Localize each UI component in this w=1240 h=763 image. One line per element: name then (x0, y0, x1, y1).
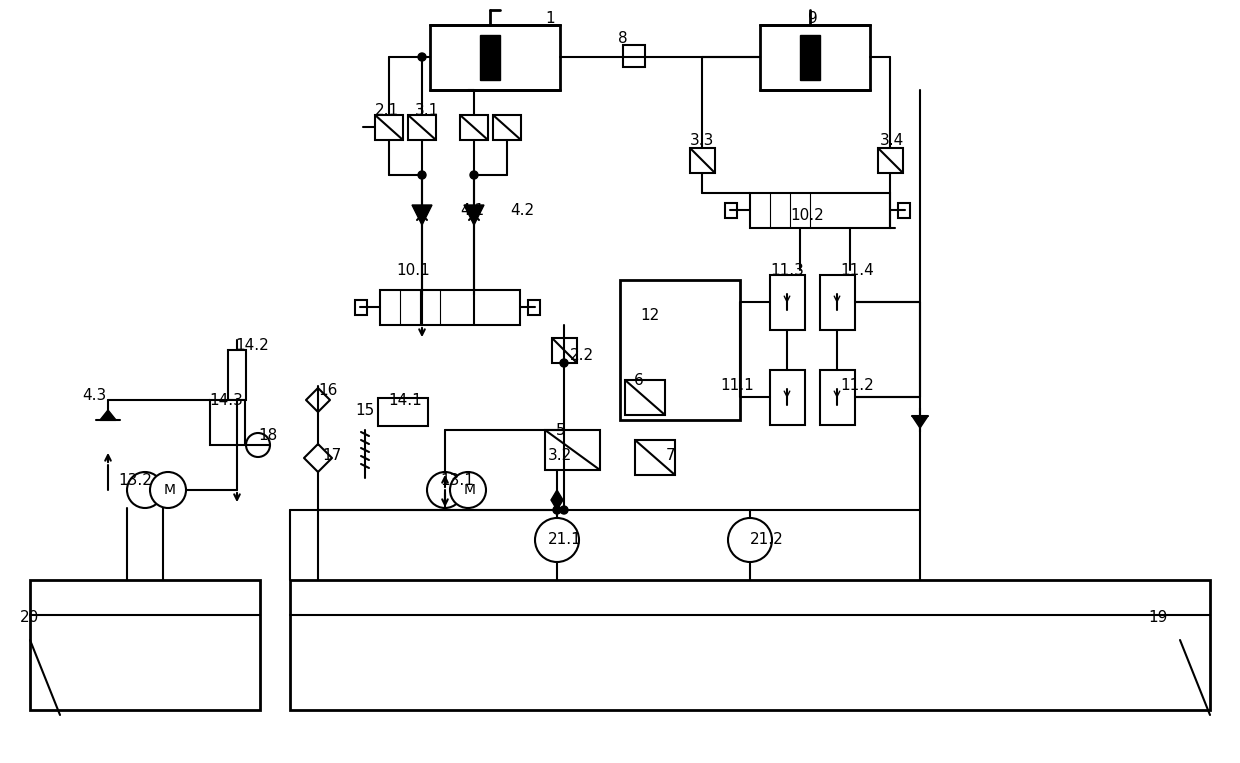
Bar (430, 25, 560, 90)
Text: 4.3: 4.3 (82, 388, 107, 403)
Text: 4.2: 4.2 (510, 202, 534, 217)
Text: 7: 7 (666, 448, 676, 462)
Circle shape (418, 53, 427, 61)
Text: 4.1: 4.1 (460, 202, 484, 217)
Circle shape (728, 518, 773, 562)
Text: M: M (164, 483, 176, 497)
Circle shape (534, 518, 579, 562)
Bar (30, 580, 260, 710)
Text: 14.1: 14.1 (388, 392, 422, 407)
Text: 15: 15 (355, 403, 374, 417)
Bar (552, 338, 577, 363)
Circle shape (470, 171, 477, 179)
Bar (210, 400, 246, 445)
Circle shape (560, 359, 568, 367)
Text: 19: 19 (1148, 610, 1167, 626)
Bar (820, 275, 856, 330)
Bar (290, 580, 1210, 710)
Bar (750, 193, 890, 228)
Bar (625, 380, 665, 415)
Bar (379, 290, 520, 325)
Text: 3.4: 3.4 (880, 133, 904, 147)
Text: 5: 5 (556, 423, 565, 437)
Text: 3.2: 3.2 (548, 448, 572, 462)
Polygon shape (412, 205, 432, 225)
Circle shape (553, 506, 560, 514)
Text: 12: 12 (640, 307, 660, 323)
Text: 9: 9 (808, 11, 817, 25)
Circle shape (126, 472, 162, 508)
Bar (760, 25, 870, 90)
Text: 20: 20 (20, 610, 40, 626)
Bar (620, 280, 740, 420)
Bar (770, 275, 805, 330)
Text: 10.1: 10.1 (396, 262, 430, 278)
Polygon shape (100, 420, 117, 430)
Circle shape (427, 472, 463, 508)
Bar (378, 398, 428, 426)
Text: 14.3: 14.3 (210, 392, 243, 407)
Text: 13.1: 13.1 (440, 472, 474, 488)
Circle shape (150, 472, 186, 508)
Text: 11.2: 11.2 (839, 378, 874, 392)
Text: 14.2: 14.2 (236, 337, 269, 353)
Bar (546, 430, 600, 470)
Polygon shape (911, 416, 928, 428)
Text: 11.4: 11.4 (839, 262, 874, 278)
Bar (898, 203, 910, 218)
Circle shape (560, 506, 568, 514)
Polygon shape (100, 410, 117, 420)
Bar (460, 115, 489, 140)
Text: 8: 8 (618, 31, 627, 46)
Circle shape (246, 433, 270, 457)
Bar (878, 148, 903, 173)
Text: 11.1: 11.1 (720, 378, 754, 392)
Text: 21.2: 21.2 (750, 533, 784, 548)
Bar (355, 300, 367, 315)
Bar (480, 35, 500, 80)
Text: 16: 16 (317, 382, 337, 398)
Text: 13.2: 13.2 (118, 472, 151, 488)
Polygon shape (551, 490, 563, 500)
Text: 18: 18 (258, 427, 278, 443)
Bar (635, 440, 675, 475)
Text: 10.2: 10.2 (790, 208, 823, 223)
Bar (820, 370, 856, 425)
Bar (689, 148, 715, 173)
Text: 21.1: 21.1 (548, 533, 582, 548)
Bar (800, 35, 820, 80)
Polygon shape (464, 205, 484, 225)
Bar (228, 350, 246, 400)
Text: 1: 1 (546, 11, 554, 25)
Text: 2.1: 2.1 (374, 102, 399, 118)
Circle shape (418, 171, 427, 179)
Text: 3.1: 3.1 (415, 102, 439, 118)
Text: 17: 17 (322, 448, 341, 462)
Bar (770, 370, 805, 425)
Bar (622, 45, 645, 67)
Bar (494, 115, 521, 140)
Text: 11.3: 11.3 (770, 262, 804, 278)
Text: 2.2: 2.2 (570, 347, 594, 362)
Text: 3.3: 3.3 (689, 133, 714, 147)
Bar (408, 115, 436, 140)
Text: M: M (464, 483, 476, 497)
Circle shape (450, 472, 486, 508)
Bar (725, 203, 737, 218)
Bar (528, 300, 539, 315)
Bar (374, 115, 403, 140)
Text: 6: 6 (634, 372, 644, 388)
Polygon shape (551, 500, 563, 510)
